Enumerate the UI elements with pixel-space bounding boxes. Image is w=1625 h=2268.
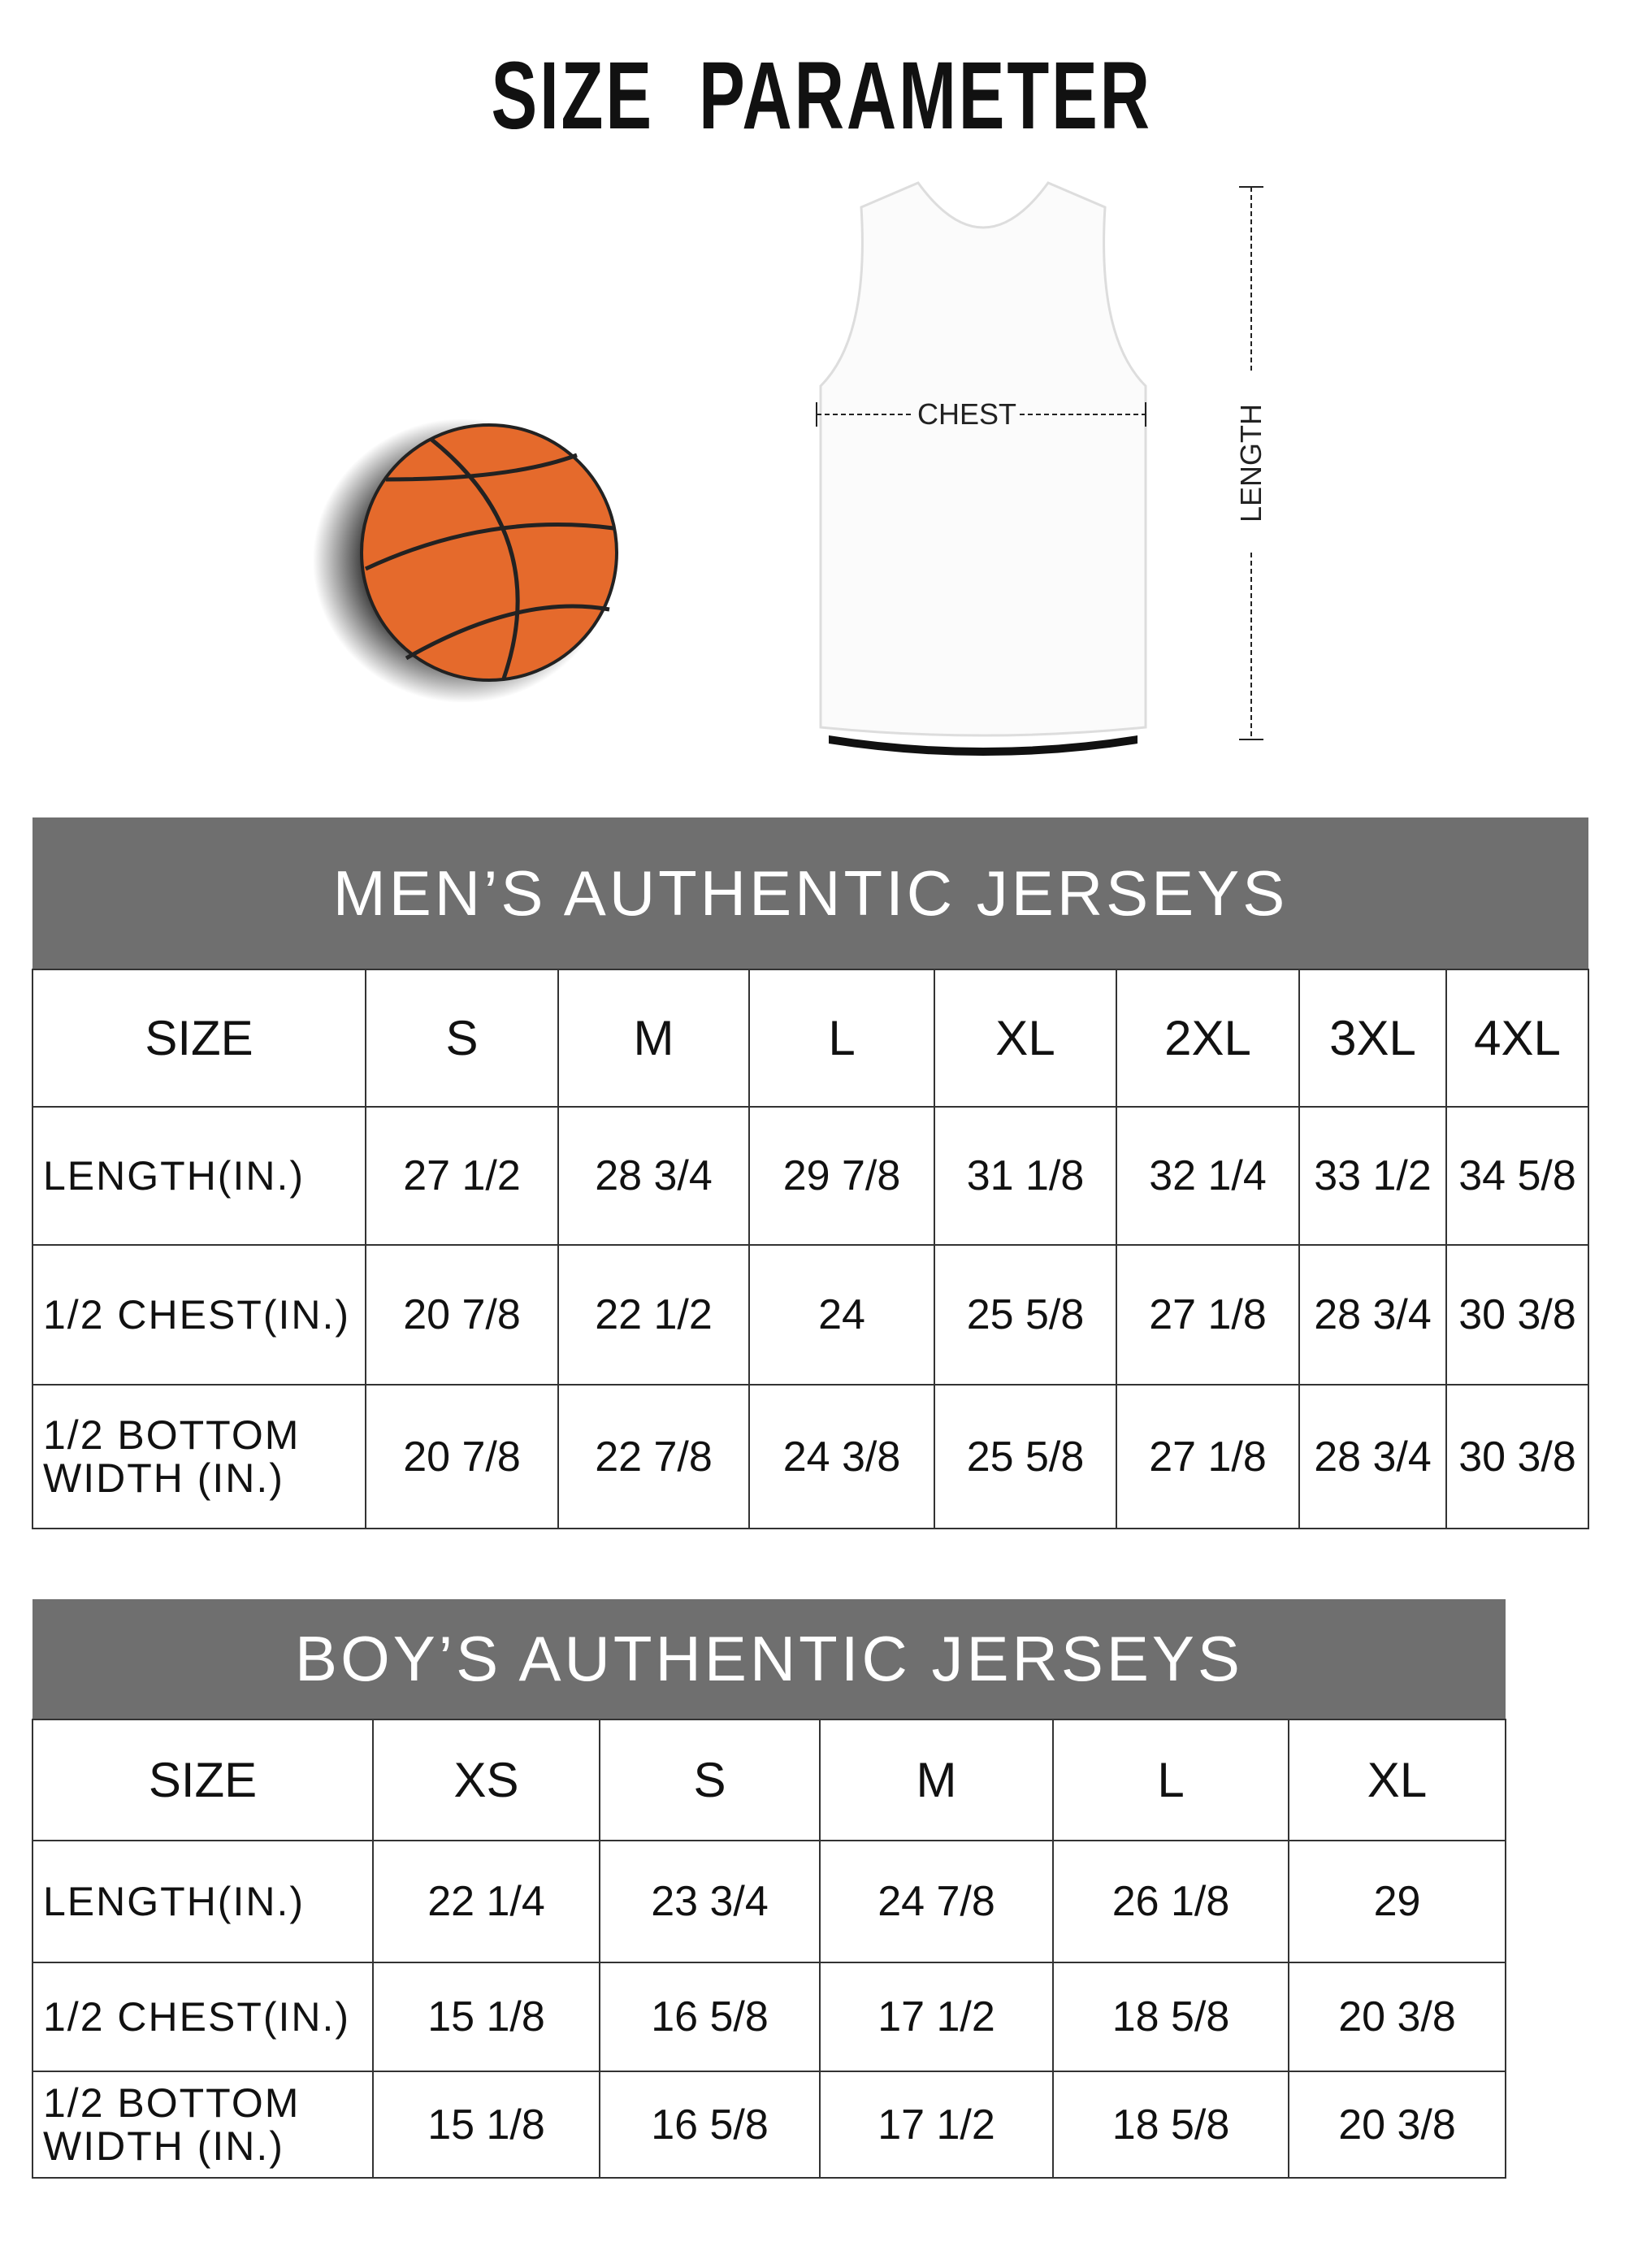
size-header: XL <box>1288 1719 1506 1841</box>
table-row: 1/2 CHEST(IN.) 15 1/8 16 5/8 17 1/2 18 5… <box>32 1962 1506 2072</box>
cell: 27 1/2 <box>365 1106 559 1246</box>
cell: 30 3/8 <box>1445 1244 1590 1386</box>
length-label: LENGTH <box>1234 404 1268 523</box>
cell: 27 1/8 <box>1116 1384 1300 1529</box>
size-header: 3XL <box>1298 969 1447 1108</box>
cell: 29 7/8 <box>748 1106 935 1246</box>
table-row: LENGTH(IN.) 27 1/2 28 3/4 29 7/8 31 1/8 … <box>32 1106 1590 1246</box>
size-header: XS <box>372 1719 600 1841</box>
length-arrow: LENGTH <box>1234 186 1268 740</box>
cell: 20 7/8 <box>365 1384 559 1529</box>
boys-heading: BOY’S AUTHENTIC JERSEYS <box>32 1599 1506 1719</box>
cell: 25 5/8 <box>934 1244 1117 1386</box>
table-row: 1/2 BOTTOM WIDTH (IN.) 15 1/8 16 5/8 17 … <box>32 2071 1506 2179</box>
row-label: LENGTH(IN.) <box>32 1106 366 1246</box>
cell: 33 1/2 <box>1298 1106 1447 1246</box>
size-header: 2XL <box>1116 969 1300 1108</box>
size-label: SIZE <box>32 969 366 1108</box>
cell: 30 3/8 <box>1445 1384 1590 1529</box>
cell: 27 1/8 <box>1116 1244 1300 1386</box>
cell: 24 3/8 <box>748 1384 935 1529</box>
cell: 28 3/4 <box>557 1106 750 1246</box>
size-header: M <box>557 969 750 1108</box>
size-header: M <box>819 1719 1054 1841</box>
size-header: S <box>599 1719 821 1841</box>
cell: 17 1/2 <box>819 2071 1054 2179</box>
cell: 32 1/4 <box>1116 1106 1300 1246</box>
row-label: 1/2 CHEST(IN.) <box>32 1962 374 2072</box>
cell: 28 3/4 <box>1298 1244 1447 1386</box>
cell: 24 <box>748 1244 935 1386</box>
cell: 22 1/4 <box>372 1840 600 1963</box>
size-header: XL <box>934 969 1117 1108</box>
cell: 23 3/4 <box>599 1840 821 1963</box>
cell: 22 7/8 <box>557 1384 750 1529</box>
cell: 29 <box>1288 1840 1506 1963</box>
size-header: L <box>748 969 935 1108</box>
size-label: SIZE <box>32 1719 374 1841</box>
size-header: 4XL <box>1445 969 1590 1108</box>
cell: 22 1/2 <box>557 1244 750 1386</box>
cell: 18 5/8 <box>1052 1962 1289 2072</box>
row-label: 1/2 CHEST(IN.) <box>32 1244 366 1386</box>
cell: 31 1/8 <box>934 1106 1117 1246</box>
cell: 15 1/8 <box>372 1962 600 2072</box>
cell: 16 5/8 <box>599 2071 821 2179</box>
cell: 15 1/8 <box>372 2071 600 2179</box>
boys-size-table: BOY’S AUTHENTIC JERSEYS SIZE XS S M L XL… <box>32 1599 1506 2179</box>
row-label: LENGTH(IN.) <box>32 1840 374 1963</box>
size-header: L <box>1052 1719 1289 1841</box>
cell: 16 5/8 <box>599 1962 821 2072</box>
mens-heading: MEN’S AUTHENTIC JERSEYS <box>32 817 1589 969</box>
cell: 24 7/8 <box>819 1840 1054 1963</box>
row-label: 1/2 BOTTOM WIDTH (IN.) <box>32 2071 374 2179</box>
row-label: 1/2 BOTTOM WIDTH (IN.) <box>32 1384 366 1529</box>
cell: 20 3/8 <box>1288 2071 1506 2179</box>
cell: 20 7/8 <box>365 1244 559 1386</box>
cell: 20 3/8 <box>1288 1962 1506 2072</box>
jersey-diagram: CHEST <box>816 181 1147 756</box>
cell: 17 1/2 <box>819 1962 1054 2072</box>
mens-size-table: MEN’S AUTHENTIC JERSEYS SIZE S M L XL 2X… <box>32 817 1590 1529</box>
table-row: 1/2 BOTTOM WIDTH (IN.) 20 7/8 22 7/8 24 … <box>32 1384 1590 1529</box>
table-row: LENGTH(IN.) 22 1/4 23 3/4 24 7/8 26 1/8 … <box>32 1840 1506 1963</box>
cell: 25 5/8 <box>934 1384 1117 1529</box>
size-header: S <box>365 969 559 1108</box>
chest-label: CHEST <box>917 397 1016 431</box>
basketball-icon <box>313 418 618 703</box>
cell: 28 3/4 <box>1298 1384 1447 1529</box>
page-title: SIZE PARAMETER <box>491 42 1152 150</box>
cell: 26 1/8 <box>1052 1840 1289 1963</box>
cell: 18 5/8 <box>1052 2071 1289 2179</box>
table-row: 1/2 CHEST(IN.) 20 7/8 22 1/2 24 25 5/8 2… <box>32 1244 1590 1386</box>
cell: 34 5/8 <box>1445 1106 1590 1246</box>
